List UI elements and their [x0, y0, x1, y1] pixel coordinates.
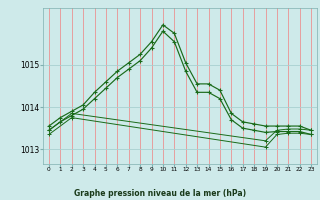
Text: Graphe pression niveau de la mer (hPa): Graphe pression niveau de la mer (hPa) — [74, 189, 246, 198]
